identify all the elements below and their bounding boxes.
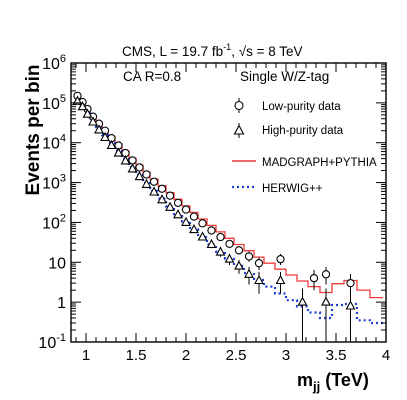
high-purity-data-point (206, 238, 217, 249)
y-tick-label: 104 (42, 133, 66, 153)
high-purity-data-point (120, 155, 131, 165)
y-tick-label: 102 (42, 212, 66, 232)
high-purity-data-point (254, 274, 264, 285)
high-purity-data-point (189, 223, 199, 234)
low-purity-data-point (181, 205, 191, 214)
low-purity-data-point (157, 184, 167, 193)
high-purity-data-point (77, 101, 88, 111)
high-purity-data-point (141, 178, 152, 188)
category-label: Single W/Z-tag (240, 69, 329, 84)
low-purity-data-point (244, 252, 254, 261)
low-purity-data-point (321, 270, 331, 279)
data-points (72, 91, 356, 342)
high-purity-data-point (100, 131, 110, 142)
high-purity-data-point (165, 201, 175, 211)
legend-triangle-marker (233, 124, 245, 135)
legend-entry-high-purity: High-purity data (233, 123, 344, 138)
algorithm-label: CA R=0.8 (123, 69, 181, 84)
x-tick-label: 1 (82, 347, 90, 364)
high-purity-data-point (127, 163, 138, 173)
legend-label-low-purity: Low-purity data (262, 101, 341, 113)
high-purity-data-point (181, 216, 191, 226)
high-purity-data-point (94, 124, 104, 134)
high-purity-data-point (149, 186, 159, 196)
low-purity-data-point (165, 191, 175, 200)
legend-circle-marker (234, 100, 244, 111)
low-purity-data-point (276, 254, 285, 264)
x-tick-label: 2 (182, 347, 190, 364)
chart-title: CMS, L = 19.7 fb-1, √s = 8 TeV (122, 42, 303, 59)
low-purity-data-point (207, 226, 216, 235)
y-tick-label: 10 (48, 255, 66, 272)
high-purity-data-point (275, 274, 286, 285)
low-purity-data-point (234, 246, 244, 255)
y-tick-label: 103 (42, 173, 66, 193)
plot-frame (70, 62, 387, 343)
axes: 1 1.5 2 2.5 3 3.5 4 10-1 1 10 102 103 104 105 106 (38, 53, 390, 364)
high-purity-data-point (72, 95, 83, 105)
y-tick-label: 1 (57, 295, 66, 312)
high-purity-data-point (215, 246, 226, 256)
low-purity-data-point (142, 170, 151, 179)
high-purity-data-point (345, 300, 356, 310)
low-purity-data-point (216, 232, 225, 242)
legend-label-high-purity: High-purity data (262, 125, 344, 137)
y-axis-title: Events per bin (23, 65, 44, 196)
low-purity-data-point (198, 219, 207, 228)
x-tick-label: 2.5 (226, 347, 247, 364)
high-purity-data-point (197, 231, 208, 241)
y-tick-label: 105 (42, 93, 66, 113)
high-purity-data-point (88, 116, 98, 126)
low-purity-data-point (225, 239, 234, 249)
legend-entry-herwig: HERWIG++ (232, 183, 323, 195)
legend-entry-low-purity: Low-purity data (234, 98, 341, 113)
low-purity-data-point (309, 273, 319, 283)
low-purity-data-point (128, 156, 137, 165)
high-purity-data-point (234, 260, 244, 270)
high-purity-data-point (82, 108, 93, 118)
high-purity-data-point (224, 253, 235, 263)
high-purity-data-point (157, 194, 167, 204)
low-purity-data-point (254, 259, 264, 268)
x-tick-label: 3.5 (326, 347, 347, 364)
low-purity-data-point (135, 163, 144, 172)
high-purity-data-point (106, 139, 117, 150)
high-purity-data-point (321, 296, 331, 306)
x-axis-title: mjj (TeV) (297, 370, 369, 394)
low-purity-data-point (189, 212, 199, 221)
x-tick-label: 1.5 (126, 347, 147, 364)
x-tick-label: 4 (382, 347, 390, 364)
x-tick-label: 3 (282, 347, 290, 364)
high-purity-data-point (113, 147, 124, 157)
legend: Low-purity data High-purity data MADGRAP… (232, 98, 377, 195)
legend-label-herwig: HERWIG++ (262, 183, 323, 195)
low-purity-data-point (149, 177, 159, 186)
high-purity-data-point (297, 296, 308, 306)
high-purity-data-point (244, 268, 254, 278)
y-tick-label: 10-1 (38, 332, 66, 352)
low-purity-data-point (173, 198, 183, 207)
y-tick-label: 106 (42, 53, 66, 73)
low-purity-data-point (346, 278, 355, 288)
legend-label-madgraph: MADGRAPH+PYTHIA (262, 157, 377, 169)
high-purity-data-point (173, 209, 183, 219)
legend-entry-madgraph: MADGRAPH+PYTHIA (232, 157, 377, 169)
high-purity-data-point (134, 171, 145, 181)
